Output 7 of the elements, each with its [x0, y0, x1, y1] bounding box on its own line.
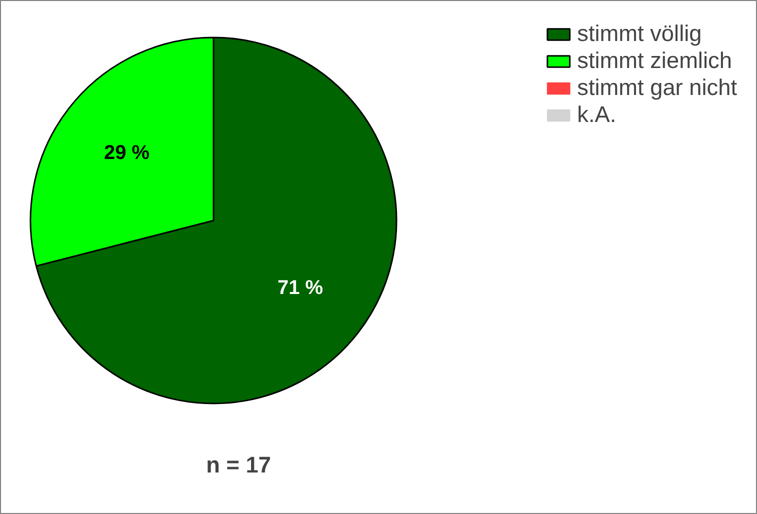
data-label: 29 % [104, 142, 150, 164]
text: n = 17 [206, 452, 271, 478]
legend-label: stimmt völlig [577, 20, 702, 47]
legend-label: stimmt gar nicht [577, 74, 737, 101]
data-label: 71 % [277, 276, 324, 299]
legend-label: k.A. [577, 101, 616, 128]
legend-label: stimmt ziemlich [577, 47, 732, 74]
